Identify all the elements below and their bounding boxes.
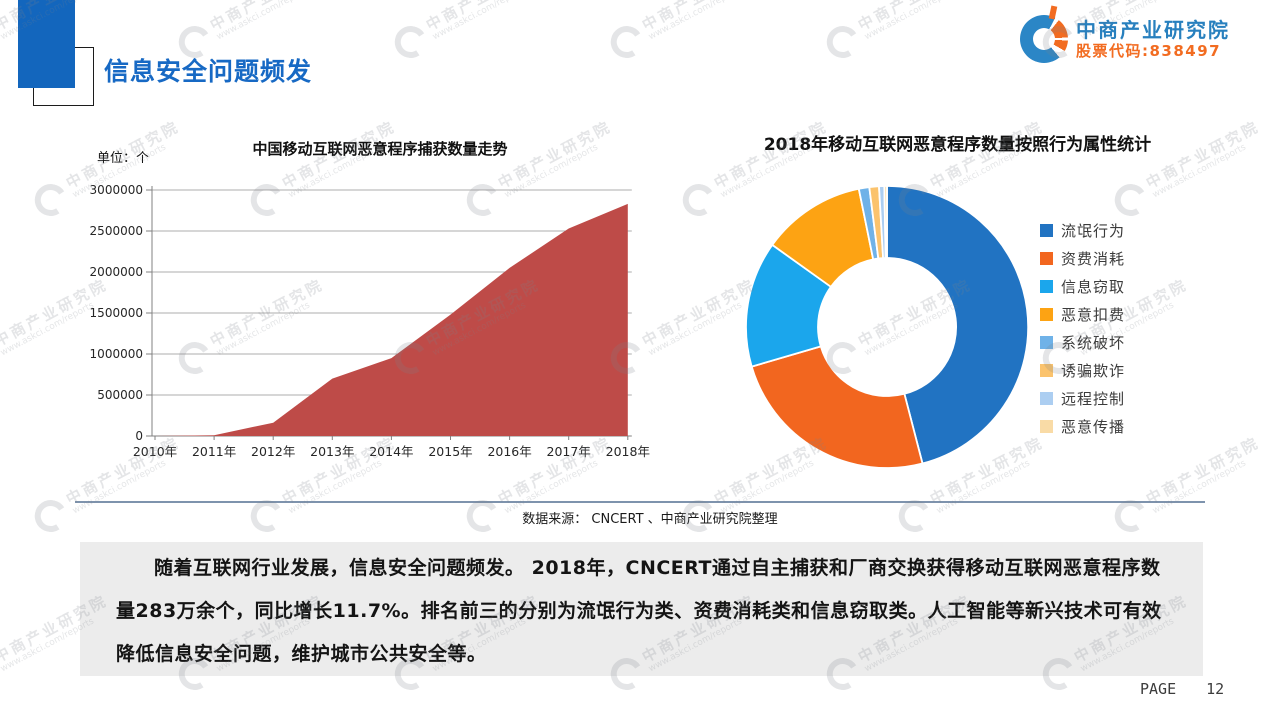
watermark-logo-icon — [31, 181, 70, 219]
legend-swatch — [1040, 335, 1053, 349]
watermark-logo-icon — [31, 497, 70, 535]
donut-slice — [886, 185, 1030, 465]
watermark-logo-icon — [823, 23, 862, 61]
legend-label: 恶意传播 — [1061, 417, 1126, 436]
svg-text:1000000: 1000000 — [90, 347, 143, 361]
svg-text:2010年: 2010年 — [133, 444, 177, 459]
svg-text:2017年: 2017年 — [547, 444, 591, 459]
watermark-logo-icon — [391, 23, 430, 61]
legend-label: 系统破坏 — [1061, 333, 1126, 352]
svg-text:2000000: 2000000 — [90, 265, 143, 279]
legend-label: 信息窃取 — [1061, 277, 1126, 296]
legend-label: 远程控制 — [1061, 389, 1126, 408]
svg-text:3000000: 3000000 — [90, 183, 143, 197]
summary-panel: 随着互联网行业发展，信息安全问题频发。 2018年，CNCERT通过自主捕获和厂… — [80, 542, 1203, 676]
legend-item: 远程控制 — [1040, 384, 1125, 412]
donut-chart — [745, 185, 1030, 469]
legend-swatch — [1040, 251, 1053, 265]
legend-item: 信息窃取 — [1040, 272, 1125, 300]
legend-item: 恶意传播 — [1040, 412, 1125, 440]
svg-text:2011年: 2011年 — [192, 444, 236, 459]
stock-code: 股票代码:838497 — [1076, 42, 1222, 60]
area-series — [155, 203, 628, 436]
data-source-line: 数据来源： CNCERT 、中商产业研究院整理 — [522, 512, 778, 527]
legend-item: 流氓行为 — [1040, 216, 1125, 244]
accent-rect-blue — [18, 0, 75, 88]
legend-label: 流氓行为 — [1061, 221, 1126, 240]
legend-label: 资费消耗 — [1061, 249, 1126, 268]
page-label: PAGE — [1140, 680, 1177, 698]
legend-swatch — [1040, 223, 1053, 237]
watermark-logo-icon — [679, 181, 718, 219]
legend-label: 恶意扣费 — [1061, 305, 1126, 324]
summary-text: 随着互联网行业发展，信息安全问题频发。 2018年，CNCERT通过自主捕获和厂… — [116, 557, 1162, 665]
company-name: 中商产业研究院 — [1076, 18, 1230, 42]
svg-text:500000: 500000 — [97, 388, 143, 402]
legend-item: 诱骗欺诈 — [1040, 356, 1125, 384]
legend-swatch — [1040, 363, 1053, 377]
svg-text:0: 0 — [135, 429, 143, 443]
svg-text:2016年: 2016年 — [487, 444, 531, 459]
svg-text:2018年: 2018年 — [606, 444, 650, 459]
svg-text:2014年: 2014年 — [369, 444, 413, 459]
company-logo-icon — [1020, 15, 1068, 63]
donut-slice — [883, 185, 888, 259]
divider-line — [75, 501, 1205, 503]
svg-text:2013年: 2013年 — [310, 444, 354, 459]
page-number: 12 — [1206, 680, 1225, 698]
page-title: 信息安全问题频发 — [104, 57, 313, 86]
donut-chart-title: 2018年移动互联网恶意程序数量按照行为属性统计 — [763, 135, 1152, 155]
donut-legend: 流氓行为资费消耗信息窃取恶意扣费系统破坏诱骗欺诈远程控制恶意传播 — [1040, 216, 1125, 440]
area-chart: 0 500000 1000000 1500000 2000000 2500000 30000… — [90, 183, 650, 459]
watermark-logo-icon — [607, 23, 646, 61]
legend-swatch — [1040, 391, 1053, 405]
area-chart-unit-label: 单位：个 — [97, 151, 150, 166]
legend-swatch — [1040, 307, 1053, 321]
svg-text:2012年: 2012年 — [251, 444, 295, 459]
svg-text:2015年: 2015年 — [428, 444, 472, 459]
legend-item: 系统破坏 — [1040, 328, 1125, 356]
legend-item: 恶意扣费 — [1040, 300, 1125, 328]
donut-slice — [750, 345, 924, 469]
page-footer: PAGE 12 — [1140, 680, 1224, 698]
svg-text:1500000: 1500000 — [90, 306, 143, 320]
legend-swatch — [1040, 419, 1053, 433]
legend-label: 诱骗欺诈 — [1061, 361, 1126, 380]
legend-item: 资费消耗 — [1040, 244, 1125, 272]
svg-text:2500000: 2500000 — [90, 224, 143, 238]
watermark-logo-icon — [1111, 181, 1150, 219]
legend-swatch — [1040, 279, 1053, 293]
area-chart-title: 中国移动互联网恶意程序捕获数量走势 — [252, 140, 508, 158]
